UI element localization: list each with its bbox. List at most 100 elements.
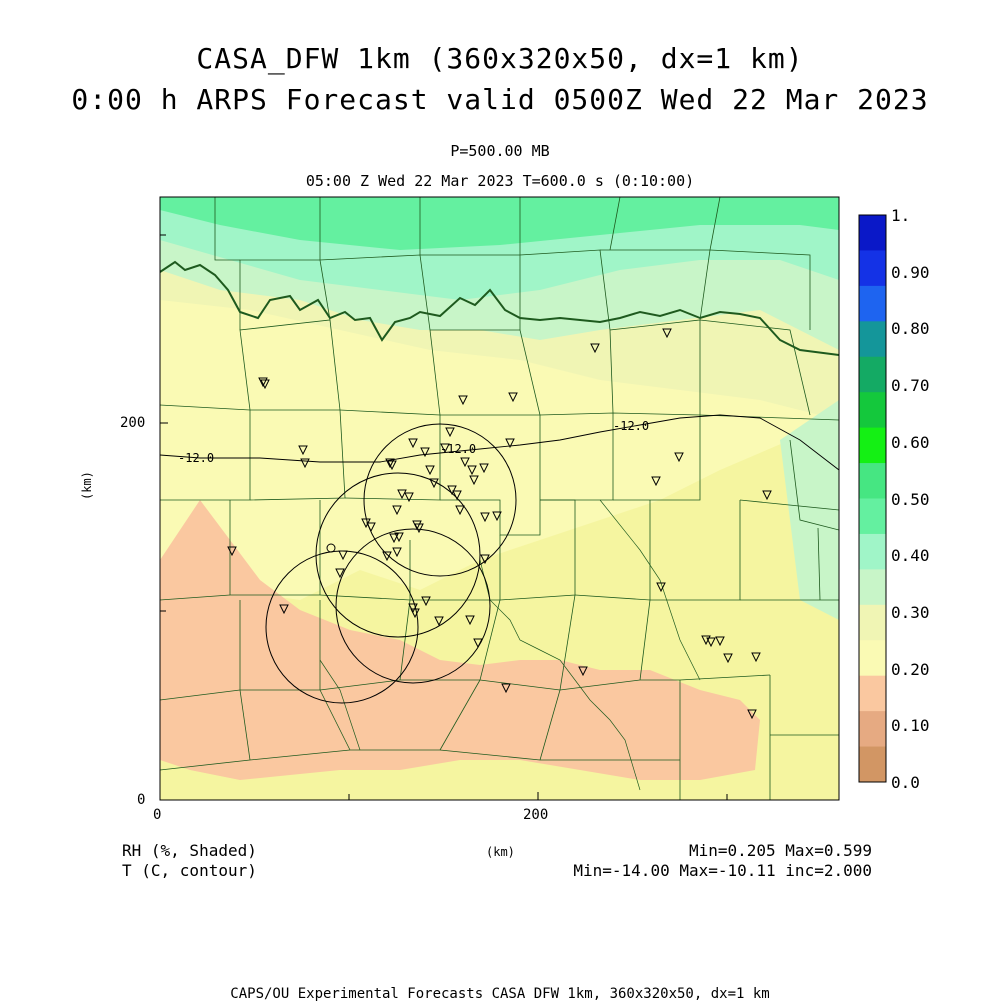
colorbar-label: 0.50: [891, 489, 930, 509]
chart-title: CASA_DFW 1km (360x320x50, dx=1 km): [196, 42, 804, 75]
station-marker: [387, 460, 397, 471]
contour-label: -12.0: [178, 451, 214, 465]
station-marker: [656, 582, 666, 593]
station-marker: [260, 379, 270, 390]
station-marker: [751, 652, 761, 663]
station-marker: [458, 395, 468, 406]
colorbar-swatch: [859, 250, 886, 287]
station-marker: [479, 463, 489, 474]
y-tick-200: 200: [120, 415, 146, 431]
colorbar-swatch: [859, 569, 886, 606]
colorbar-swatch: [859, 640, 886, 677]
colorbar-label: 0.20: [891, 659, 930, 679]
station-marker: [469, 475, 479, 486]
x-axis-unit: (km): [486, 845, 515, 859]
temperature-stats: Min=-14.00 Max=-10.11 inc=2.000: [573, 861, 872, 880]
station-marker: [408, 603, 418, 614]
station-marker: [392, 505, 402, 516]
station-marker: [505, 438, 515, 449]
colorbar-swatch: [859, 356, 886, 393]
station-marker: [747, 709, 757, 720]
station-marker: [397, 489, 407, 500]
station-marker: [452, 490, 462, 501]
rh-shading: [160, 197, 839, 800]
colorbar-frame: [858, 214, 887, 783]
colorbar-swatch: [859, 711, 886, 748]
colorbar-label: 0.60: [891, 432, 930, 452]
station-marker: [501, 683, 511, 694]
station-marker: [445, 427, 455, 438]
station-marker: [389, 533, 399, 544]
station-marker: [366, 522, 376, 533]
colorbar-swatch: [859, 321, 886, 358]
colorbar-swatch: [859, 463, 886, 499]
station-marker: [460, 457, 470, 468]
station-marker: [410, 608, 420, 619]
station-marker: [414, 523, 424, 534]
contour-label: -12.0: [440, 442, 476, 456]
station-marker: [408, 438, 418, 449]
station-marker: [467, 465, 477, 476]
county-boundaries: [160, 197, 839, 800]
station-marker: [425, 465, 435, 476]
x-tick-0: 0: [153, 807, 162, 823]
colorbar-swatch: [859, 604, 886, 641]
colorbar-swatch: [859, 746, 886, 783]
colorbar-swatch: [859, 392, 886, 429]
station-marker: [404, 492, 414, 503]
colorbar-label: 0.90: [891, 262, 930, 282]
station-marker: [465, 615, 475, 626]
station-marker: [434, 616, 444, 627]
station-marker: [338, 550, 348, 561]
station-marker: [335, 568, 345, 579]
station-marker: [420, 447, 430, 458]
station-marker: [300, 458, 310, 469]
station-marker: [258, 377, 268, 388]
y-tick-0: 0: [137, 792, 146, 808]
colorbar-label: 0.40: [891, 546, 930, 566]
colorbar-swatch: [859, 427, 886, 464]
station-marker: [382, 551, 392, 562]
colorbar-label: 0.10: [891, 716, 930, 736]
state-border: [160, 260, 839, 356]
contour-label: -12.0: [613, 419, 649, 433]
colorbar-label: 0.0: [891, 773, 920, 792]
station-marker: [227, 546, 237, 557]
station-marker: [492, 511, 502, 522]
credit-line: CAPS/OU Experimental Forecasts CASA DFW …: [230, 986, 770, 1002]
station-marker: [578, 666, 588, 677]
y-axis-unit: (km): [80, 471, 94, 500]
station-marker: [440, 443, 450, 454]
station-marker: [662, 328, 672, 339]
station-marker: [392, 547, 402, 558]
station-marker: [447, 485, 457, 496]
station-marker: [298, 445, 308, 456]
pressure-level-label: P=500.00 MB: [450, 142, 550, 160]
colorbar-label: 0.80: [891, 319, 930, 339]
colorbar-swatch: [859, 675, 886, 712]
plot-frame: [159, 196, 840, 801]
station-marker: [715, 636, 725, 647]
station-marker: [421, 596, 431, 607]
colorbar-swatch: [859, 215, 886, 251]
axis-ticks: [159, 234, 728, 801]
station-marker: [429, 478, 439, 489]
station-marker: [473, 638, 483, 649]
colorbar-swatch: [859, 285, 886, 322]
temperature-contours: [160, 414, 839, 471]
station-marker: [706, 637, 716, 648]
shaded-field-label: RH (%, Shaded): [122, 841, 257, 860]
station-marker: [480, 554, 490, 565]
valid-time-label: 05:00 Z Wed 22 Mar 2023 T=600.0 s (0:10:…: [305, 172, 695, 190]
station-marker: [385, 458, 395, 469]
station-marker: [674, 452, 684, 463]
station-marker: [508, 392, 518, 403]
station-marker: [455, 505, 465, 516]
chart-subtitle: 0:00 h ARPS Forecast valid 0500Z Wed 22 …: [71, 83, 929, 116]
x-tick-200: 200: [523, 807, 549, 823]
rh-stats: Min=0.205 Max=0.599: [688, 841, 872, 860]
colorbar-label: 0.30: [891, 602, 930, 622]
rivers: [319, 499, 701, 791]
station-marker: [723, 653, 733, 664]
station-marker: [651, 476, 661, 487]
